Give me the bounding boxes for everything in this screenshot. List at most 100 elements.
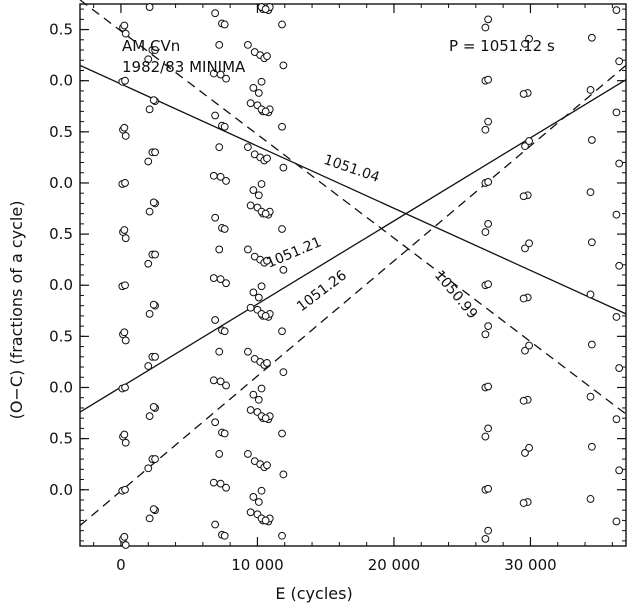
data-point	[243, 143, 252, 152]
data-point	[209, 376, 218, 385]
data-point	[254, 395, 263, 404]
data-point	[484, 526, 493, 535]
data-point	[211, 9, 220, 18]
data-point	[120, 123, 129, 132]
data-point	[481, 534, 490, 543]
data-point	[216, 275, 225, 283]
data-point	[586, 290, 595, 299]
data-point	[121, 281, 129, 290]
data-point	[484, 15, 493, 24]
data-point	[121, 438, 130, 447]
data-point	[222, 74, 230, 83]
y-tick-label: 0.5	[49, 21, 73, 39]
data-point	[222, 279, 230, 288]
data-point	[525, 443, 533, 452]
data-point	[257, 77, 266, 86]
data-point	[263, 359, 271, 367]
data-point	[279, 61, 288, 70]
data-point	[220, 429, 229, 438]
data-point	[586, 495, 595, 503]
data-point	[254, 498, 263, 506]
y-tick-label: 0.0	[49, 378, 73, 396]
y-axis-label: (O−C) (fractions of a cycle)	[7, 201, 26, 420]
y-tick-label: 0.0	[49, 276, 73, 294]
data-point	[484, 75, 493, 84]
data-point	[216, 172, 225, 181]
data-point	[521, 39, 529, 48]
data-point	[263, 52, 271, 61]
x-tick-label: 0	[116, 556, 126, 574]
data-point	[211, 213, 220, 222]
data-point	[216, 70, 225, 79]
data-point	[120, 430, 129, 439]
data-point	[145, 514, 154, 523]
data-point	[246, 406, 255, 414]
data-point	[612, 517, 621, 526]
data-point	[521, 142, 529, 151]
data-point	[481, 125, 490, 134]
data-point	[243, 245, 252, 254]
data-point	[587, 33, 596, 42]
data-point	[263, 256, 271, 265]
data-point	[151, 250, 159, 259]
data-point	[261, 5, 270, 14]
data-point	[220, 531, 229, 540]
x-axis-label: E (cycles)	[275, 584, 352, 603]
data-point	[149, 505, 158, 514]
data-point	[612, 415, 621, 424]
data-point	[121, 541, 130, 549]
data-point	[145, 207, 154, 216]
data-point	[586, 392, 595, 401]
chart-title-line-2: 1982/83 MINIMA	[122, 58, 246, 76]
data-point	[220, 327, 229, 336]
data-point	[120, 226, 129, 234]
data-point	[484, 219, 493, 228]
data-point	[279, 368, 288, 377]
data-point	[216, 479, 225, 488]
data-point	[261, 414, 270, 423]
data-point	[144, 362, 153, 370]
data-point	[149, 403, 158, 411]
plot-frame	[79, 3, 627, 547]
data-point	[121, 234, 130, 243]
data-point	[249, 493, 258, 501]
data-point	[481, 432, 490, 441]
data-point	[121, 383, 129, 392]
data-point	[121, 179, 129, 187]
data-point	[215, 450, 224, 458]
data-point	[484, 117, 493, 126]
data-point	[211, 418, 220, 427]
data-point	[149, 96, 158, 105]
data-point	[249, 288, 258, 297]
data-point	[144, 55, 153, 64]
fit-line-1051-04	[79, 64, 627, 315]
data-point	[254, 191, 263, 200]
data-point	[484, 280, 493, 289]
data-point	[145, 309, 154, 318]
data-point	[257, 282, 266, 291]
data-point	[615, 466, 624, 475]
y-tick-label: 0.5	[49, 430, 73, 448]
data-point	[220, 225, 229, 233]
data-point	[484, 382, 493, 391]
data-point	[484, 322, 493, 331]
data-point	[261, 312, 270, 320]
data-point	[525, 137, 533, 145]
data-point	[249, 390, 258, 399]
data-point	[145, 412, 154, 421]
data-point	[525, 34, 533, 43]
data-point	[615, 57, 624, 66]
data-point	[586, 188, 595, 197]
data-point	[149, 198, 158, 207]
data-point	[278, 225, 286, 233]
data-point	[246, 508, 255, 517]
data-point	[120, 21, 129, 30]
fit-line-1051-26	[79, 64, 627, 527]
data-point	[246, 303, 255, 312]
data-point	[121, 485, 129, 494]
data-point	[215, 245, 224, 254]
data-point	[521, 449, 529, 457]
data-point	[278, 531, 286, 540]
data-point	[263, 154, 271, 163]
data-point	[261, 516, 270, 525]
